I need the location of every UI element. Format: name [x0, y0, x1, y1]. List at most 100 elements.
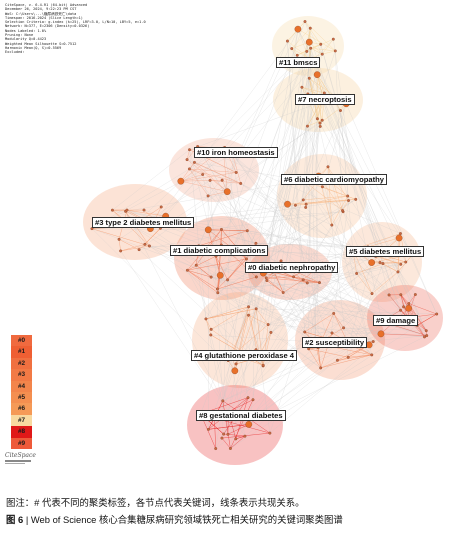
keyword-node: [209, 333, 213, 337]
link: [303, 180, 353, 249]
meta-line: Pruning: None: [5, 33, 34, 38]
link: [303, 180, 343, 211]
link: [222, 180, 284, 293]
keyword-node: [399, 293, 403, 297]
meta-line: Nodes Labeled: 1.0%: [5, 28, 47, 33]
link: [388, 294, 408, 318]
link: [187, 258, 247, 271]
link: [180, 174, 203, 182]
link: [255, 243, 316, 344]
link: [228, 29, 299, 412]
keyword-node: [208, 178, 212, 182]
link: [283, 279, 304, 293]
keyword-node: [371, 340, 375, 344]
link: [297, 47, 311, 56]
keyword-node: [226, 432, 230, 436]
link: [186, 159, 228, 192]
link: [297, 38, 334, 56]
link: [255, 277, 267, 350]
meta-line: Selection Criteria: g-index (k=25), LRF=…: [5, 20, 146, 25]
link: [263, 205, 296, 274]
link: [205, 318, 212, 330]
figure-number: 图 6: [6, 514, 24, 525]
keyword-node: [216, 291, 220, 295]
link: [180, 180, 228, 192]
keyword-node: [305, 281, 309, 285]
keyword-node: [220, 227, 223, 231]
keyword-node: [320, 52, 324, 56]
keyword-node: [254, 275, 258, 279]
keyword-node: [292, 275, 296, 279]
keyword-node: [425, 334, 429, 338]
citespace-logo: CiteSpace: [5, 452, 36, 464]
keyword-node: [206, 194, 210, 198]
link: [348, 354, 372, 358]
legend-item-3: #3: [11, 369, 32, 381]
link: [215, 256, 228, 280]
link: [382, 261, 406, 264]
keyword-node: [399, 308, 403, 312]
link: [189, 168, 203, 175]
keyword-node: [304, 205, 308, 209]
link: [138, 228, 161, 250]
keyword-node: [370, 353, 374, 357]
keyword-node: [234, 362, 238, 366]
keyword-node: [286, 39, 289, 43]
link: [380, 333, 427, 336]
cluster-label-8: #8 gestational diabetes: [196, 410, 286, 421]
keyword-node: [254, 307, 258, 311]
keyword-node: [368, 259, 375, 266]
keyword-node: [226, 278, 230, 282]
keyword-node: [305, 38, 313, 46]
link: [310, 44, 321, 49]
legend-item-9: #9: [11, 437, 32, 449]
cluster-color-legend: #0 #1 #2 #3 #4 #5 #6 #7 #8 #9: [11, 335, 32, 449]
link: [310, 47, 323, 55]
keyword-node: [245, 229, 249, 233]
keyword-node: [396, 270, 400, 274]
link: [304, 313, 334, 333]
link: [210, 180, 241, 184]
legend-item-2: #2: [11, 357, 32, 370]
link: [217, 258, 247, 290]
link: [375, 256, 384, 264]
link: [112, 149, 190, 211]
link: [263, 48, 311, 274]
keyword-node: [405, 304, 412, 312]
link: [248, 271, 399, 425]
link: [180, 179, 223, 182]
keyword-node: [320, 118, 324, 122]
link: [301, 65, 316, 344]
link: [309, 78, 325, 94]
link: [322, 120, 413, 255]
keyword-node: [387, 293, 391, 297]
link: [266, 276, 294, 279]
keyword-node: [326, 165, 330, 169]
keyword-node: [246, 396, 250, 400]
link: [268, 324, 425, 338]
link: [120, 250, 246, 437]
link: [125, 180, 304, 212]
link: [291, 28, 311, 49]
link: [266, 277, 320, 283]
link: [317, 118, 372, 355]
link: [91, 147, 225, 229]
keyword-node: [209, 275, 213, 279]
link: [293, 276, 320, 283]
keyword-node: [234, 171, 238, 174]
link: [262, 262, 372, 367]
keyword-node: [435, 312, 439, 316]
link: [304, 21, 405, 325]
link: [356, 263, 384, 274]
keyword-node: [295, 53, 299, 57]
link: [112, 209, 150, 247]
link: [255, 243, 359, 248]
link: [266, 280, 284, 293]
link: [217, 276, 257, 290]
keyword-node: [266, 323, 270, 327]
link: [217, 292, 305, 333]
keyword-node: [188, 148, 191, 152]
link: [304, 21, 321, 45]
keyword-node: [201, 173, 205, 176]
link: [187, 270, 218, 290]
